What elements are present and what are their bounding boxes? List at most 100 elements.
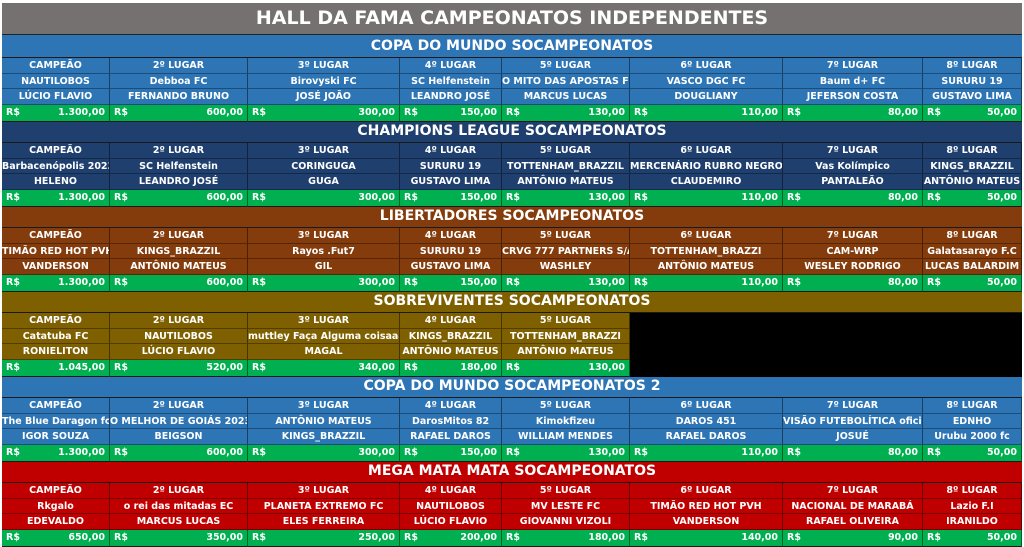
player-name-cell[interactable]: CLAUDEMIRO	[630, 174, 783, 190]
player-name-cell[interactable]: ANTÔNIO MATEUS	[630, 259, 783, 275]
player-name-cell[interactable]: PANTALEÃO	[783, 174, 923, 190]
team-name-cell[interactable]: SC Helfenstein	[400, 73, 502, 89]
player-name-cell[interactable]: JEFERSON COSTA	[783, 89, 923, 105]
prize-cell[interactable]: R$ 650,00	[2, 529, 110, 547]
prize-cell[interactable]: R$ 200,00	[400, 529, 502, 547]
player-name-cell[interactable]: WASHLEY	[502, 259, 630, 275]
team-name-cell[interactable]: Birovyski FC	[248, 73, 400, 89]
team-name-cell[interactable]: Kimokfizeu	[502, 413, 630, 429]
prize-cell[interactable]: R$ 150,00	[400, 104, 502, 122]
place-label-cell[interactable]: CAMPEÃO	[2, 398, 110, 414]
player-name-cell[interactable]: LEANDRO JOSÉ	[110, 174, 248, 190]
player-name-cell[interactable]: BEIGSON	[110, 429, 248, 445]
place-label-cell[interactable]: 6º LUGAR	[630, 58, 783, 74]
player-name-cell[interactable]: GUSTAVO LIMA	[400, 259, 502, 275]
prize-cell[interactable]: R$ 50,00	[923, 529, 1022, 547]
player-name-cell[interactable]: EDEVALDO	[2, 514, 110, 530]
prize-cell[interactable]: R$ 250,00	[248, 529, 400, 547]
prize-cell[interactable]: R$ 300,00	[248, 274, 400, 292]
section-title[interactable]: COPA DO MUNDO SOCAMPEONATOS	[2, 35, 1022, 58]
team-name-cell[interactable]: TOTTENHAM_BRAZZIL	[502, 158, 630, 174]
place-label-cell[interactable]: 7º LUGAR	[783, 398, 923, 414]
team-name-cell[interactable]: NAUTILOBOS	[110, 328, 248, 344]
player-name-cell[interactable]: MAGAL	[248, 344, 400, 360]
prize-cell[interactable]: R$ 150,00	[400, 189, 502, 207]
prize-cell[interactable]: R$ 340,00	[248, 359, 400, 377]
prize-cell[interactable]: R$ 600,00	[110, 444, 248, 462]
place-label-cell[interactable]: 2º LUGAR	[110, 313, 248, 329]
place-label-cell[interactable]: 2º LUGAR	[110, 483, 248, 499]
prize-cell[interactable]: R$ 130,00	[502, 359, 630, 377]
team-name-cell[interactable]: DAROS 451	[630, 413, 783, 429]
team-name-cell[interactable]: O MELHOR DE GOIÁS 2023	[110, 413, 248, 429]
player-name-cell[interactable]: RONIELITON	[2, 344, 110, 360]
place-label-cell[interactable]: 7º LUGAR	[783, 228, 923, 244]
place-label-cell[interactable]: 6º LUGAR	[630, 143, 783, 159]
prize-cell[interactable]: R$ 80,00	[783, 104, 923, 122]
player-name-cell[interactable]: LEANDRO JOSÉ	[400, 89, 502, 105]
player-name-cell[interactable]: WILLIAM MENDES	[502, 429, 630, 445]
team-name-cell[interactable]: NACIONAL DE MARABÁ	[783, 498, 923, 514]
team-name-cell[interactable]: SURURU 19	[400, 243, 502, 259]
team-name-cell[interactable]: Rayos .Fut7	[248, 243, 400, 259]
section-title[interactable]: LIBERTADORES SOCAMPEONATOS	[2, 205, 1022, 228]
prize-cell[interactable]: R$ 130,00	[502, 274, 630, 292]
prize-cell[interactable]: R$ 600,00	[110, 104, 248, 122]
place-label-cell[interactable]: 8º LUGAR	[923, 398, 1022, 414]
place-label-cell[interactable]: 7º LUGAR	[783, 483, 923, 499]
team-name-cell[interactable]: KINGS_BRAZZIL	[923, 158, 1022, 174]
team-name-cell[interactable]: NAUTILOBOS	[400, 498, 502, 514]
place-label-cell[interactable]: 5º LUGAR	[502, 313, 630, 329]
prize-cell[interactable]: R$ 80,00	[783, 189, 923, 207]
player-name-cell[interactable]: LÚCIO FLAVIO	[110, 344, 248, 360]
prize-cell[interactable]: R$ 300,00	[248, 189, 400, 207]
team-name-cell[interactable]: SC Helfenstein	[110, 158, 248, 174]
team-name-cell[interactable]: SURURU 19	[923, 73, 1022, 89]
prize-cell[interactable]: R$ 1.300,00	[2, 274, 110, 292]
player-name-cell[interactable]: RAFAEL OLIVEIRA	[783, 514, 923, 530]
prize-cell[interactable]: R$ 600,00	[110, 189, 248, 207]
place-label-cell[interactable]: CAMPEÃO	[2, 143, 110, 159]
prize-cell[interactable]: R$ 140,00	[630, 529, 783, 547]
prize-cell[interactable]: R$ 1.300,00	[2, 444, 110, 462]
team-name-cell[interactable]: Rkgalo	[2, 498, 110, 514]
player-name-cell[interactable]: FERNANDO BRUNO	[110, 89, 248, 105]
player-name-cell[interactable]: GUGA	[248, 174, 400, 190]
place-label-cell[interactable]: 3º LUGAR	[248, 143, 400, 159]
place-label-cell[interactable]: 2º LUGAR	[110, 58, 248, 74]
team-name-cell[interactable]: The Blue Daragon fc	[2, 413, 110, 429]
team-name-cell[interactable]: CRVG 777 PARTNERS S/A	[502, 243, 630, 259]
team-name-cell[interactable]: NAUTILOBOS	[2, 73, 110, 89]
player-name-cell[interactable]: JOSUÉ	[783, 429, 923, 445]
place-label-cell[interactable]: 3º LUGAR	[248, 483, 400, 499]
section-title[interactable]: COPA DO MUNDO SOCAMPEONATOS 2	[2, 375, 1022, 398]
player-name-cell[interactable]: GUSTAVO LIMA	[400, 174, 502, 190]
place-label-cell[interactable]: 3º LUGAR	[248, 398, 400, 414]
player-name-cell[interactable]: RAFAEL DAROS	[630, 429, 783, 445]
player-name-cell[interactable]: MARCUS LUCAS	[502, 89, 630, 105]
team-name-cell[interactable]: PLANETA EXTREMO FC	[248, 498, 400, 514]
player-name-cell[interactable]: ELES FERREIRA	[248, 514, 400, 530]
prize-cell[interactable]: R$ 1.300,00	[2, 104, 110, 122]
place-label-cell[interactable]: 6º LUGAR	[630, 398, 783, 414]
place-label-cell[interactable]: 5º LUGAR	[502, 398, 630, 414]
team-name-cell[interactable]: muttley Faça Alguma coisaaa	[248, 328, 400, 344]
prize-cell[interactable]: R$ 110,00	[630, 104, 783, 122]
place-label-cell[interactable]: 2º LUGAR	[110, 143, 248, 159]
player-name-cell[interactable]: JOSÉ JOÃO	[248, 89, 400, 105]
place-label-cell[interactable]: 7º LUGAR	[783, 143, 923, 159]
prize-cell[interactable]: R$ 300,00	[248, 104, 400, 122]
place-label-cell[interactable]: 8º LUGAR	[923, 143, 1022, 159]
player-name-cell[interactable]: MARCUS LUCAS	[110, 514, 248, 530]
player-name-cell[interactable]: GUSTAVO LIMA	[923, 89, 1022, 105]
team-name-cell[interactable]: VISÃO FUTEBOLÍTICA oficial	[783, 413, 923, 429]
place-label-cell[interactable]: 5º LUGAR	[502, 483, 630, 499]
team-name-cell[interactable]: Barbacenópolis 2023	[2, 158, 110, 174]
player-name-cell[interactable]: IRANILDO	[923, 514, 1022, 530]
prize-cell[interactable]: R$ 80,00	[783, 444, 923, 462]
player-name-cell[interactable]: ANTÔNIO MATEUS	[502, 344, 630, 360]
place-label-cell[interactable]: 3º LUGAR	[248, 58, 400, 74]
place-label-cell[interactable]: 8º LUGAR	[923, 228, 1022, 244]
player-name-cell[interactable]: ANTÔNIO MATEUS	[502, 174, 630, 190]
prize-cell[interactable]: R$ 150,00	[400, 444, 502, 462]
